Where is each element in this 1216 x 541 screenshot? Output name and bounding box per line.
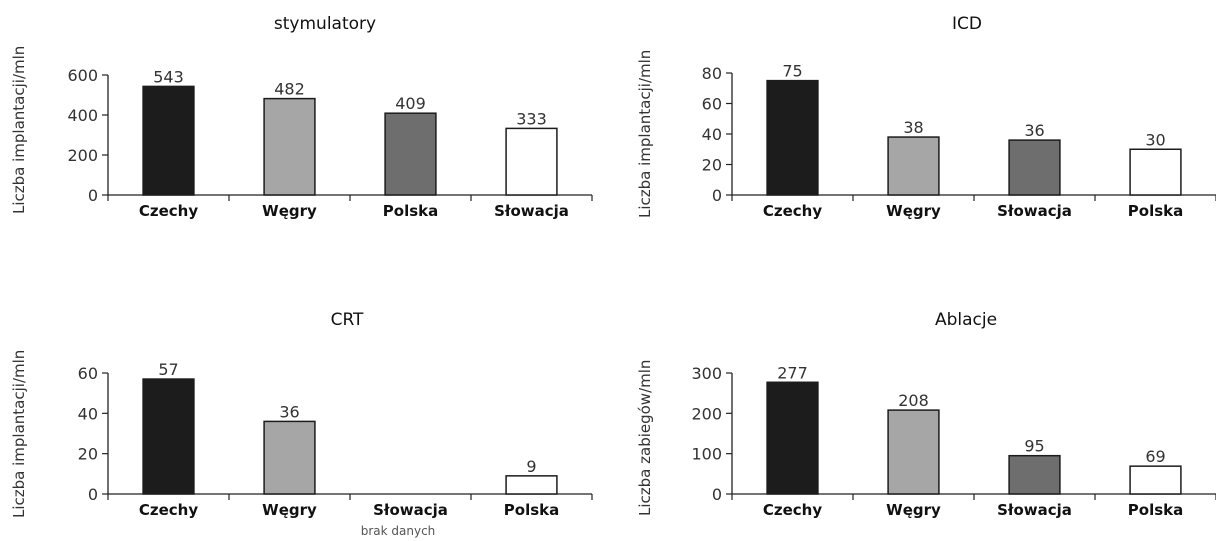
chart-title: stymulatory — [273, 14, 377, 34]
data-label: 9 — [526, 457, 536, 476]
data-label: 95 — [1024, 437, 1044, 456]
bar — [887, 136, 940, 196]
data-label: 57 — [158, 360, 178, 379]
data-label: 36 — [1024, 121, 1044, 140]
chart-title: Ablacje — [934, 310, 998, 330]
data-label: 482 — [274, 80, 305, 99]
data-label: 208 — [898, 391, 929, 410]
x-tick-label: Czechy — [763, 501, 822, 519]
x-tick-label: Polska — [504, 501, 559, 519]
y-tick-label: 400 — [67, 106, 98, 125]
x-tick-label: Słowacja — [494, 202, 569, 220]
y-tick-label: 60 — [78, 364, 98, 383]
y-tick-label: 600 — [67, 66, 98, 85]
y-tick-label: 100 — [691, 445, 722, 464]
data-label: 333 — [516, 109, 547, 128]
data-label: 38 — [903, 118, 923, 137]
y-tick-label: 300 — [691, 364, 722, 383]
bar — [1129, 465, 1182, 495]
x-tick-label: Węgry — [886, 501, 941, 519]
x-tick-label: Czechy — [139, 202, 198, 220]
chart-title: CRT — [330, 310, 364, 330]
data-label: 277 — [777, 363, 808, 382]
x-tick-label: Słowacja — [997, 501, 1072, 519]
chart-icd: ICD Liczba implantacji/mln 0 20 40 60 80 Czec… — [608, 0, 1216, 270]
y-tick-label: 0 — [88, 485, 98, 504]
bar — [142, 378, 195, 495]
y-tick-label: 200 — [691, 404, 722, 423]
bar — [1008, 139, 1061, 196]
x-tick-label: Słowacja — [997, 202, 1072, 220]
bar-chart-svg: 0 20 40 60 80 Czechy 75 Węgry 38 Słowacja 36 Polska… — [702, 62, 1216, 220]
y-tick-label: 20 — [78, 445, 98, 464]
y-tick-label: 200 — [67, 146, 98, 165]
data-label: 69 — [1145, 447, 1165, 466]
y-tick-label: 0 — [712, 485, 722, 504]
bar — [263, 420, 316, 495]
x-tick-label: Węgry — [886, 202, 941, 220]
data-label: 409 — [395, 94, 426, 113]
y-tick-label: 60 — [702, 95, 722, 114]
y-tick-label: 80 — [702, 64, 722, 83]
data-label: 30 — [1145, 130, 1165, 149]
x-tick-label: Polska — [1128, 202, 1183, 220]
bar — [263, 97, 316, 196]
bar-chart-svg: 0 100 200 300 Czechy 277 Węgry 208 Słowacja 95 Pol… — [691, 363, 1216, 519]
bar — [505, 475, 558, 495]
bar — [1129, 148, 1182, 196]
chart-crt: CRT Liczba implantacji/mln brak danych 0… — [0, 270, 608, 541]
y-tick-label: 40 — [702, 125, 722, 144]
bar — [1008, 454, 1061, 495]
bar-chart-svg: 0 20 40 60 Czechy 57 Węgry 36 Słowacja Polska 9 — [78, 360, 593, 519]
y-tick-label: 20 — [702, 156, 722, 175]
bar — [384, 112, 437, 196]
x-tick-label: Czechy — [139, 501, 198, 519]
chart-stymulatory: stymulatory Liczba implantacji/mln 0 200 4… — [0, 0, 608, 270]
data-label: 543 — [153, 67, 184, 86]
data-label: 75 — [782, 62, 802, 81]
chart-ablacje: Ablacje Liczba zabiegów/mln 0 100 200 300 Cz… — [608, 270, 1216, 541]
x-tick-label: Węgry — [262, 501, 317, 519]
bar — [505, 127, 558, 196]
no-data-note: brak danych — [360, 524, 436, 538]
chart-title: ICD — [952, 14, 982, 34]
y-tick-label: 40 — [78, 404, 98, 423]
x-tick-label: Węgry — [262, 202, 317, 220]
x-tick-label: Polska — [1128, 501, 1183, 519]
bar — [887, 409, 940, 495]
x-tick-label: Czechy — [763, 202, 822, 220]
bar — [766, 381, 819, 495]
x-tick-label: Polska — [383, 202, 438, 220]
y-tick-label: 0 — [712, 186, 722, 205]
x-tick-label: Słowacja — [373, 501, 448, 519]
bar — [142, 85, 195, 196]
bar-chart-svg: 0 200 400 600 Czechy 543 Węgry 482 Polska 409 Słow… — [67, 66, 593, 220]
bar — [766, 79, 819, 196]
data-label: 36 — [279, 402, 299, 421]
y-tick-label: 0 — [88, 186, 98, 205]
